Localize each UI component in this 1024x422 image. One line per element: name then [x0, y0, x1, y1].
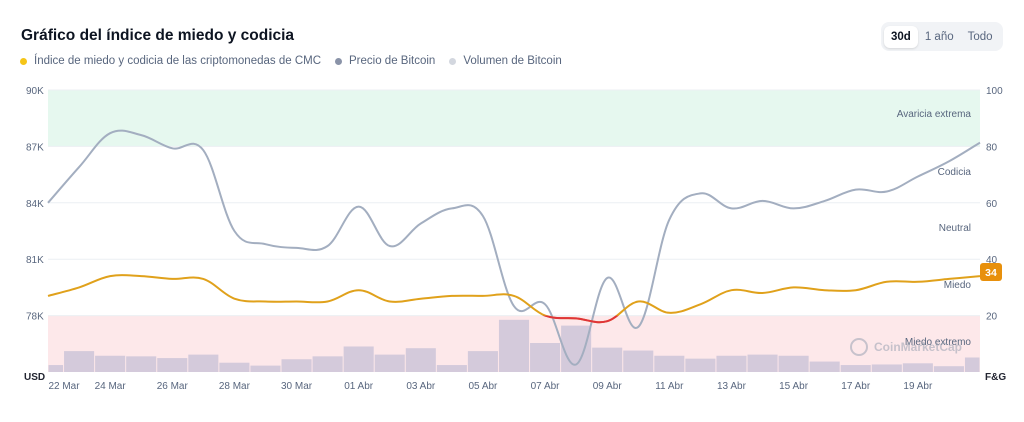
x-axis-tick-label: 09 Abr: [593, 381, 623, 392]
extreme-greed-zone: [48, 90, 980, 147]
range-tab-1-year[interactable]: 1 año: [924, 30, 954, 43]
coinmarketcap-logo-icon: [850, 338, 868, 356]
left-axis-tick-label: 90K: [26, 86, 44, 97]
volume-bar: [250, 365, 281, 372]
watermark: CoinMarketCap: [850, 338, 962, 356]
volume-bar: [281, 359, 312, 372]
zone-label: Miedo: [944, 280, 972, 291]
current-value-badge: 34: [980, 263, 1002, 281]
left-axis-tick-label: 84K: [26, 199, 44, 210]
fear-greed-line: [47, 274, 981, 324]
volume-bar: [498, 319, 530, 372]
x-axis-tick-label: 03 Abr: [406, 381, 436, 392]
volume-bar: [654, 355, 685, 372]
zone-label: Neutral: [939, 223, 971, 234]
legend-dot-fear-greed-icon: [20, 57, 27, 65]
x-axis-tick-label: 17 Abr: [841, 381, 871, 392]
volume-bar: [126, 356, 157, 372]
x-axis-tick-label: 26 Mar: [157, 381, 189, 392]
x-axis-tick-label: 07 Abr: [531, 381, 561, 392]
legend-label-bitcoin-volume: Volumen de Bitcoin: [463, 55, 562, 67]
volume-bar: [809, 361, 840, 372]
range-tab-all[interactable]: Todo: [967, 30, 993, 43]
current-value-badge-text: 34: [985, 267, 997, 279]
right-axis-tick-label: 100: [986, 86, 1003, 97]
zone-labels: Avaricia extrema Codicia Neutral Miedo Miedo…: [897, 109, 972, 348]
right-axis-tick-label: 60: [986, 199, 998, 210]
bitcoin-price-line: [47, 129, 981, 366]
x-axis-tick-label: 19 Abr: [903, 381, 933, 392]
time-range-selector: 30d 1 año Todo: [881, 22, 1003, 51]
volume-bar: [343, 346, 374, 372]
volume-bar: [685, 358, 716, 372]
right-axis-tick-label: 20: [986, 312, 998, 323]
left-axis-tick-label: 81K: [26, 255, 44, 266]
volume-bar: [933, 366, 964, 372]
volume-bar: [157, 358, 188, 372]
range-tab-30d[interactable]: 30d: [884, 25, 918, 48]
volume-bar: [902, 363, 933, 372]
volume-bar: [405, 348, 436, 372]
grid-layer: [48, 89, 980, 317]
x-axis-tick-label: 01 Abr: [344, 381, 374, 392]
volume-bar: [188, 354, 219, 372]
volume-bar: [747, 354, 778, 372]
chart-legend: Índice de miedo y codicia de las criptom…: [20, 55, 576, 67]
fear-greed-layer: [47, 274, 981, 324]
legend-label-bitcoin-price: Precio de Bitcoin: [349, 55, 436, 67]
zone-label: Codicia: [938, 167, 972, 178]
x-axis-tick-label: 28 Mar: [219, 381, 251, 392]
legend-dot-bitcoin-volume-icon: [449, 57, 457, 65]
legend-dot-bitcoin-price-icon: [335, 57, 343, 65]
left-axis-unit: USD: [24, 372, 45, 383]
volume-bar: [840, 365, 871, 372]
x-axis-tick-label: 24 Mar: [95, 381, 127, 392]
x-axis-tick-label: 05 Abr: [468, 381, 498, 392]
right-axis-tick-label: 80: [986, 142, 998, 153]
zone-label: Avaricia extrema: [897, 109, 972, 120]
chart-title: Gráfico del índice de miedo y codicia: [21, 27, 295, 44]
x-axis-tick-label: 30 Mar: [281, 381, 313, 392]
legend-label-fear-greed: Índice de miedo y codicia de las criptom…: [34, 55, 322, 67]
x-axis-tick-label: 22 Mar: [48, 381, 80, 392]
right-axis-tick-label: 40: [986, 255, 998, 266]
volume-bar: [48, 365, 64, 372]
x-axis-tick-label: 11 Abr: [655, 381, 684, 392]
legend-item-bitcoin-price[interactable]: Precio de Bitcoin: [335, 55, 435, 67]
volume-bars: [48, 319, 980, 372]
volume-bar: [436, 365, 467, 372]
volume-bar: [530, 343, 561, 372]
right-axis-unit: F&G: [985, 372, 1006, 383]
watermark-text: CoinMarketCap: [874, 340, 962, 354]
volume-bar: [716, 355, 747, 372]
volume-bar: [964, 357, 980, 372]
volume-bar: [219, 362, 250, 372]
x-axis-tick-label: 13 Abr: [717, 381, 747, 392]
volume-bar: [64, 351, 95, 372]
volume-bar: [467, 351, 498, 372]
left-axis-tick-label: 78K: [26, 312, 44, 323]
volume-bar: [95, 355, 126, 372]
legend-item-bitcoin-volume[interactable]: Volumen de Bitcoin: [449, 55, 562, 67]
volume-bar: [374, 354, 405, 372]
volume-bar: [592, 347, 623, 372]
volume-bar: [623, 350, 654, 372]
current-value-badge-bg: [980, 263, 1002, 281]
axes-layer: 90K 87K 84K 81K 78K 100 80 60 40 20 22 Mar 24 Mar 26…: [26, 86, 1003, 392]
volume-bar: [312, 356, 343, 372]
price-layer: [47, 129, 981, 366]
volume-bar: [778, 355, 809, 372]
zone-label: Miedo extremo: [905, 337, 972, 348]
legend-item-fear-greed[interactable]: Índice de miedo y codicia de las criptom…: [20, 55, 321, 67]
volume-bar: [871, 364, 902, 372]
x-axis-tick-label: 15 Abr: [779, 381, 809, 392]
left-axis-tick-label: 87K: [26, 142, 44, 153]
